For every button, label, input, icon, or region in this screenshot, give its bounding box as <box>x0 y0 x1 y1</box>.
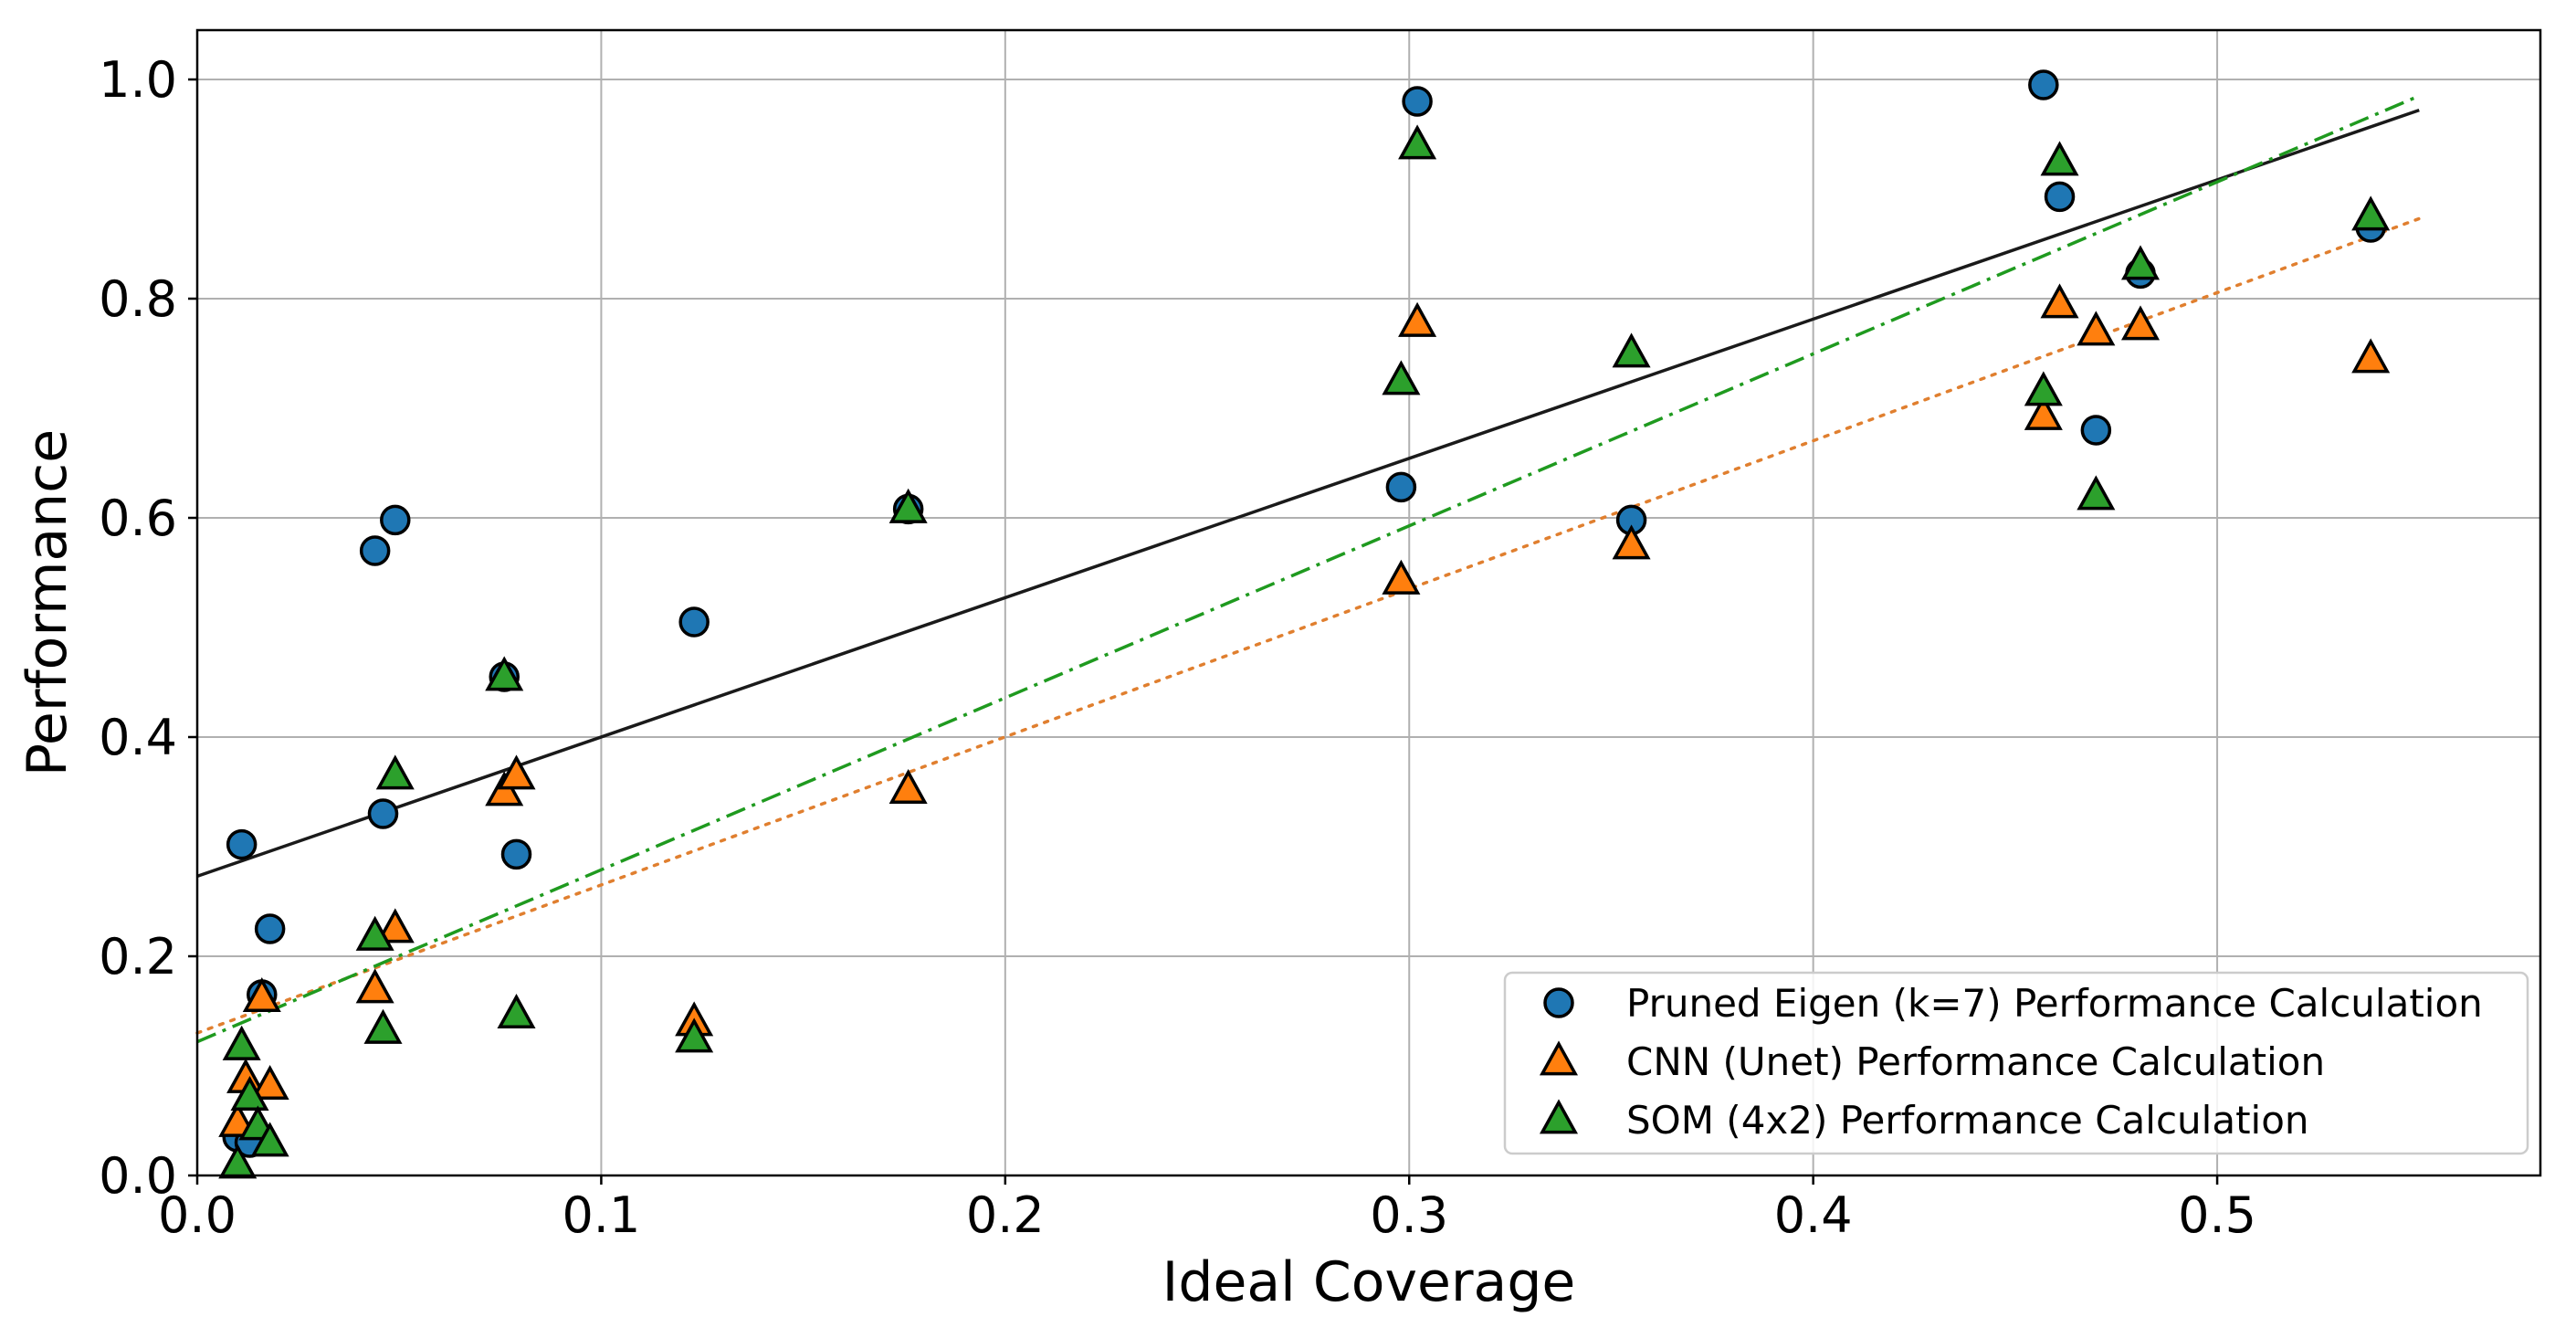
y-tick-label: 1.0 <box>99 51 177 109</box>
data-point <box>485 656 524 691</box>
x-tick-label: 0.1 <box>562 1186 640 1244</box>
x-tick-label: 0.5 <box>2178 1186 2256 1244</box>
data-point <box>888 768 928 805</box>
legend-marker <box>1539 1099 1579 1134</box>
data-point <box>367 798 399 829</box>
x-tick-label: 0.4 <box>1774 1186 1853 1244</box>
trend-line <box>196 108 2420 879</box>
data-point <box>675 1017 714 1053</box>
legend: Pruned Eigen (k=7) Performance Calculati… <box>1503 971 2529 1155</box>
legend-marker <box>1539 1040 1579 1076</box>
data-point <box>222 1025 261 1060</box>
data-point <box>2040 283 2079 319</box>
data-point <box>2024 371 2063 406</box>
data-point <box>1402 86 1433 117</box>
data-point <box>1385 471 1417 503</box>
data-point <box>2351 338 2391 374</box>
data-point <box>497 754 536 790</box>
data-point <box>1612 524 1651 560</box>
data-point <box>363 1008 403 1044</box>
trend-line <box>196 94 2420 1044</box>
y-tick-label: 0.8 <box>99 270 177 328</box>
data-point <box>678 606 710 638</box>
y-axis-label: Performance <box>16 429 79 776</box>
legend-marker <box>1543 987 1574 1018</box>
x-axis-label: Ideal Coverage <box>1162 1250 1576 1314</box>
data-point <box>230 1075 269 1112</box>
legend-label: CNN (Unet) Performance Calculation <box>1626 1039 2325 1084</box>
data-point <box>2077 311 2116 346</box>
data-point <box>2044 181 2076 213</box>
y-tick-label: 0.2 <box>99 928 177 985</box>
legend-label: Pruned Eigen (k=7) Performance Calculati… <box>1626 981 2483 1026</box>
data-point <box>1382 559 1421 595</box>
data-point <box>2028 69 2059 100</box>
x-axis-ticks: 0.0 0.1 0.2 0.3 0.4 0.5 <box>158 1175 2256 1244</box>
trend-lines <box>195 94 2422 1044</box>
y-tick-label: 0.4 <box>99 709 177 766</box>
series-2 <box>218 283 2391 1137</box>
data-point <box>2024 395 2063 430</box>
data-point <box>2080 415 2112 446</box>
data-point <box>500 838 532 870</box>
data-point <box>242 976 281 1013</box>
y-tick-label: 0.6 <box>99 490 177 547</box>
series-3 <box>218 124 2391 1179</box>
data-point <box>2040 141 2079 176</box>
data-point <box>497 993 536 1029</box>
data-point <box>1398 301 1437 337</box>
data-points <box>218 69 2391 1179</box>
data-point <box>355 915 394 951</box>
data-point <box>888 488 928 523</box>
y-axis-ticks: 0.0 0.2 0.4 0.6 0.8 1.0 <box>99 51 197 1205</box>
legend-label: SOM (4x2) Performance Calculation <box>1626 1098 2309 1143</box>
data-point <box>2120 305 2161 341</box>
data-point <box>375 754 415 790</box>
data-point <box>2120 245 2161 280</box>
x-tick-label: 0.0 <box>158 1186 237 1244</box>
data-point <box>1398 124 1437 160</box>
data-point <box>1382 360 1421 395</box>
data-point <box>226 828 258 860</box>
y-tick-label: 0.0 <box>99 1147 177 1205</box>
data-point <box>380 504 411 536</box>
data-point <box>359 535 391 566</box>
data-point <box>250 1122 289 1157</box>
data-point <box>254 913 286 944</box>
legend-box <box>1503 971 2529 1155</box>
data-point <box>375 908 415 943</box>
x-tick-label: 0.2 <box>966 1186 1045 1244</box>
data-point <box>250 1064 289 1101</box>
data-point <box>1612 332 1651 368</box>
data-point <box>2351 195 2391 231</box>
plot-frame <box>195 28 2542 1177</box>
trend-line <box>195 216 2422 1035</box>
data-point <box>355 968 394 1004</box>
x-tick-label: 0.3 <box>1370 1186 1448 1244</box>
data-point <box>218 1144 258 1179</box>
data-point <box>2077 475 2116 511</box>
